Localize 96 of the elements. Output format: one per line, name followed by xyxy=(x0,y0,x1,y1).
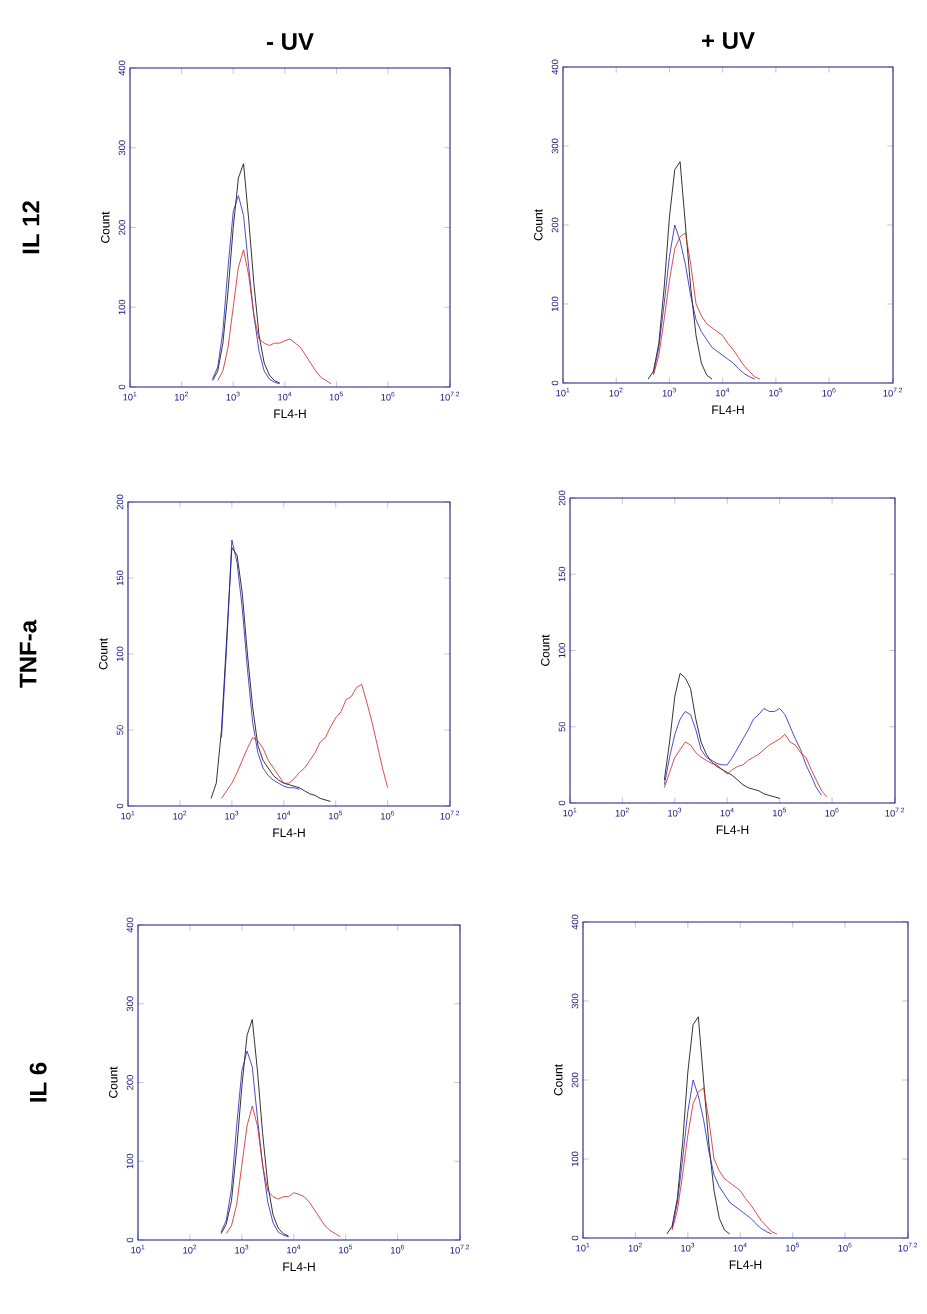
x-tick-label: 10$^{1}$ xyxy=(576,1242,590,1252)
x-tick-label: 10$^{4}$ xyxy=(287,1244,301,1254)
y-tick-label: 400 xyxy=(118,60,126,76)
x-tick-label: 10$^{1}$ xyxy=(131,1244,145,1254)
text: IL 6 xyxy=(29,1062,47,1102)
y-axis-title: Count xyxy=(554,1064,563,1096)
line-series xyxy=(666,1016,731,1235)
y-tick-label: 200 xyxy=(551,217,559,233)
line-series xyxy=(217,249,332,385)
y-axis-title: Count xyxy=(534,209,543,241)
x-axis-title: FL4-H xyxy=(273,828,305,837)
y-tick-label: 300 xyxy=(551,138,559,154)
x-axis-title: FL4-H xyxy=(716,825,749,834)
x-tick-label: 10$^{4}$ xyxy=(733,1242,747,1252)
y-tick-label: 100 xyxy=(116,646,124,662)
x-axis-title: FL4-H xyxy=(283,1262,315,1271)
y-tick-label: 300 xyxy=(118,140,126,156)
text: IL 12 xyxy=(22,201,40,254)
line-series xyxy=(225,1105,341,1238)
x-axis-title: FL4-H xyxy=(712,405,744,414)
y-tick-label: 200 xyxy=(126,1075,134,1090)
x-tick-label: 10$^{5}$ xyxy=(329,810,343,820)
line-series xyxy=(221,683,389,799)
y-tick-label: 100 xyxy=(118,299,126,315)
x-tick-label: 10$^{7.2}$ xyxy=(450,1244,470,1254)
x-tick-label: 10$^{1}$ xyxy=(121,810,135,820)
x-tick-label: 10$^{7.2}$ xyxy=(883,387,903,397)
y-axis-title: Count xyxy=(101,211,110,243)
y-tick-label: 200 xyxy=(571,1072,579,1088)
x-tick-label: 10$^{5}$ xyxy=(329,391,343,401)
x-tick-label: 10$^{6}$ xyxy=(822,387,836,397)
x-tick-label: 10$^{2}$ xyxy=(173,810,187,820)
x-tick-label: 10$^{1}$ xyxy=(556,387,570,397)
x-tick-label: 10$^{5}$ xyxy=(339,1244,353,1254)
x-tick-label: 10$^{5}$ xyxy=(769,387,783,397)
x-tick-label: 10$^{3}$ xyxy=(681,1242,695,1252)
x-tick-label: 10$^{7.2}$ xyxy=(885,807,905,817)
x-tick-label: 10$^{3}$ xyxy=(235,1244,249,1254)
x-tick-label: 10$^{4}$ xyxy=(278,391,292,401)
x-axis-title: FL4-H xyxy=(274,409,306,418)
x-tick-label: 10$^{5}$ xyxy=(786,1242,800,1252)
y-tick-label: 400 xyxy=(571,914,579,930)
x-tick-label: 10$^{2}$ xyxy=(615,807,629,817)
line-series xyxy=(647,161,713,380)
y-tick-label: 150 xyxy=(116,570,124,586)
y-axis-title: Count xyxy=(541,634,550,666)
y-tick-label: 50 xyxy=(116,725,124,735)
x-tick-label: 10$^{5}$ xyxy=(773,807,787,817)
line-series xyxy=(663,672,781,799)
y-tick-label: 0 xyxy=(126,1237,134,1243)
y-tick-label: 150 xyxy=(558,566,566,582)
y-tick-label: 0 xyxy=(118,384,126,390)
x-tick-label: 10$^{7.2}$ xyxy=(440,810,460,820)
x-tick-label: 10$^{1}$ xyxy=(563,807,577,817)
y-tick-label: 0 xyxy=(571,1235,579,1241)
y-tick-label: 100 xyxy=(126,1153,134,1169)
x-tick-label: 10$^{4}$ xyxy=(720,807,734,817)
x-tick-label: 10$^{3}$ xyxy=(662,387,676,397)
x-tick-label: 10$^{4}$ xyxy=(716,387,730,397)
y-axis-title: Count xyxy=(109,1066,118,1098)
x-tick-label: 10$^{3}$ xyxy=(225,810,239,820)
y-tick-label: 200 xyxy=(118,220,126,235)
line-series xyxy=(221,539,300,790)
x-tick-label: 10$^{2}$ xyxy=(174,391,188,401)
x-tick-label: 10$^{3}$ xyxy=(668,807,682,817)
x-tick-label: 10$^{4}$ xyxy=(277,810,291,820)
y-tick-label: 400 xyxy=(126,917,134,933)
y-tick-label: 300 xyxy=(571,993,579,1009)
y-tick-label: 100 xyxy=(551,296,559,312)
x-tick-label: 10$^{2}$ xyxy=(183,1244,197,1254)
y-axis-title: Count xyxy=(99,638,108,670)
x-tick-label: 10$^{6}$ xyxy=(391,1244,405,1254)
y-tick-label: 200 xyxy=(558,490,566,506)
text: TNF-a xyxy=(19,619,37,688)
x-tick-label: 10$^{3}$ xyxy=(226,391,240,401)
x-tick-label: 10$^{7.2}$ xyxy=(898,1242,918,1252)
x-tick-label: 10$^{6}$ xyxy=(838,1242,852,1252)
x-tick-label: 10$^{6}$ xyxy=(825,807,839,817)
y-tick-label: 100 xyxy=(558,643,566,658)
x-tick-label: 10$^{2}$ xyxy=(628,1242,642,1252)
x-tick-label: 10$^{6}$ xyxy=(381,391,395,401)
x-tick-label: 10$^{6}$ xyxy=(381,810,395,820)
y-tick-label: 100 xyxy=(571,1151,579,1167)
y-tick-label: 0 xyxy=(558,800,566,806)
y-tick-label: 200 xyxy=(116,494,124,510)
y-tick-label: 0 xyxy=(551,380,559,386)
y-tick-label: 400 xyxy=(551,59,559,75)
x-tick-label: 10$^{1}$ xyxy=(123,391,137,401)
x-tick-label: 10$^{7.2}$ xyxy=(440,391,460,401)
y-tick-label: 50 xyxy=(558,721,566,732)
chart-title: - UV xyxy=(266,33,314,50)
y-tick-label: 0 xyxy=(116,803,124,809)
x-axis-title: FL4-H xyxy=(729,1260,762,1269)
x-tick-label: 10$^{2}$ xyxy=(609,387,623,397)
y-tick-label: 300 xyxy=(126,996,134,1012)
chart-title: + UV xyxy=(701,32,755,49)
